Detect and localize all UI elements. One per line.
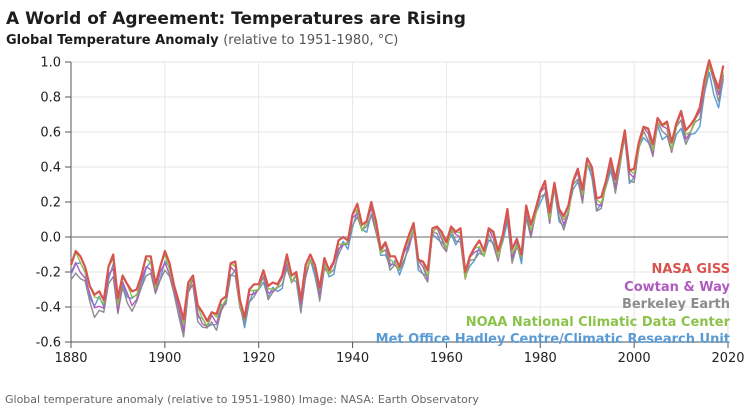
x-tick-label: 1960 (430, 351, 463, 366)
legend-hadley-cru: Met Office Hadley Centre/Climatic Resear… (375, 332, 730, 347)
x-tick-label: 1880 (54, 351, 87, 366)
x-tick-label: 1980 (524, 351, 557, 366)
subtitle-unit: (relative to 1951-1980, °C) (223, 33, 399, 48)
y-tick-label: 0.4 (40, 161, 61, 176)
x-tick-label: 1920 (242, 351, 275, 366)
legend: NASA GISS Cowtan & Way Berkeley Earth NO… (376, 261, 730, 349)
y-tick-label: 1.0 (40, 56, 61, 71)
x-tick-label: 1900 (148, 351, 181, 366)
series-group (69, 59, 725, 338)
y-axis: 1.0 0.8 0.6 0.4 0.2 0.0 -0.2 -0.4 -0.6 (36, 56, 72, 351)
y-tick-label: 0.2 (40, 196, 61, 211)
y-tick-label: 0.8 (40, 91, 61, 106)
legend-noaa: NOAA National Climatic Data Center (465, 314, 730, 330)
chart-title: A World of Agreement: Temperatures are R… (6, 9, 466, 29)
y-tick-label: 0.0 (40, 231, 61, 246)
subtitle-main: Global Temperature Anomaly (6, 33, 219, 48)
x-axis: 1880 1900 1920 1940 1960 1980 2000 2020 (54, 341, 745, 366)
series-line-berkeley (70, 64, 724, 338)
chart-subtitle: Global Temperature Anomaly (relative to … (6, 33, 398, 48)
x-tick-label: 2000 (618, 351, 651, 366)
legend-berkeley-earth: Berkeley Earth (621, 297, 730, 312)
series-line-nasa (69, 59, 725, 323)
x-tick-label: 1940 (336, 351, 369, 366)
y-tick-label: -0.2 (36, 266, 61, 281)
y-tick-label: -0.4 (36, 301, 61, 316)
image-caption: Global temperature anomaly (relative to … (5, 393, 479, 406)
x-tick-label: 2020 (711, 351, 744, 366)
y-tick-label: 0.6 (40, 126, 61, 141)
y-tick-label: -0.6 (36, 336, 61, 351)
legend-cowtan-way: Cowtan & Way (624, 279, 730, 295)
legend-nasa-giss: NASA GISS (651, 262, 730, 277)
